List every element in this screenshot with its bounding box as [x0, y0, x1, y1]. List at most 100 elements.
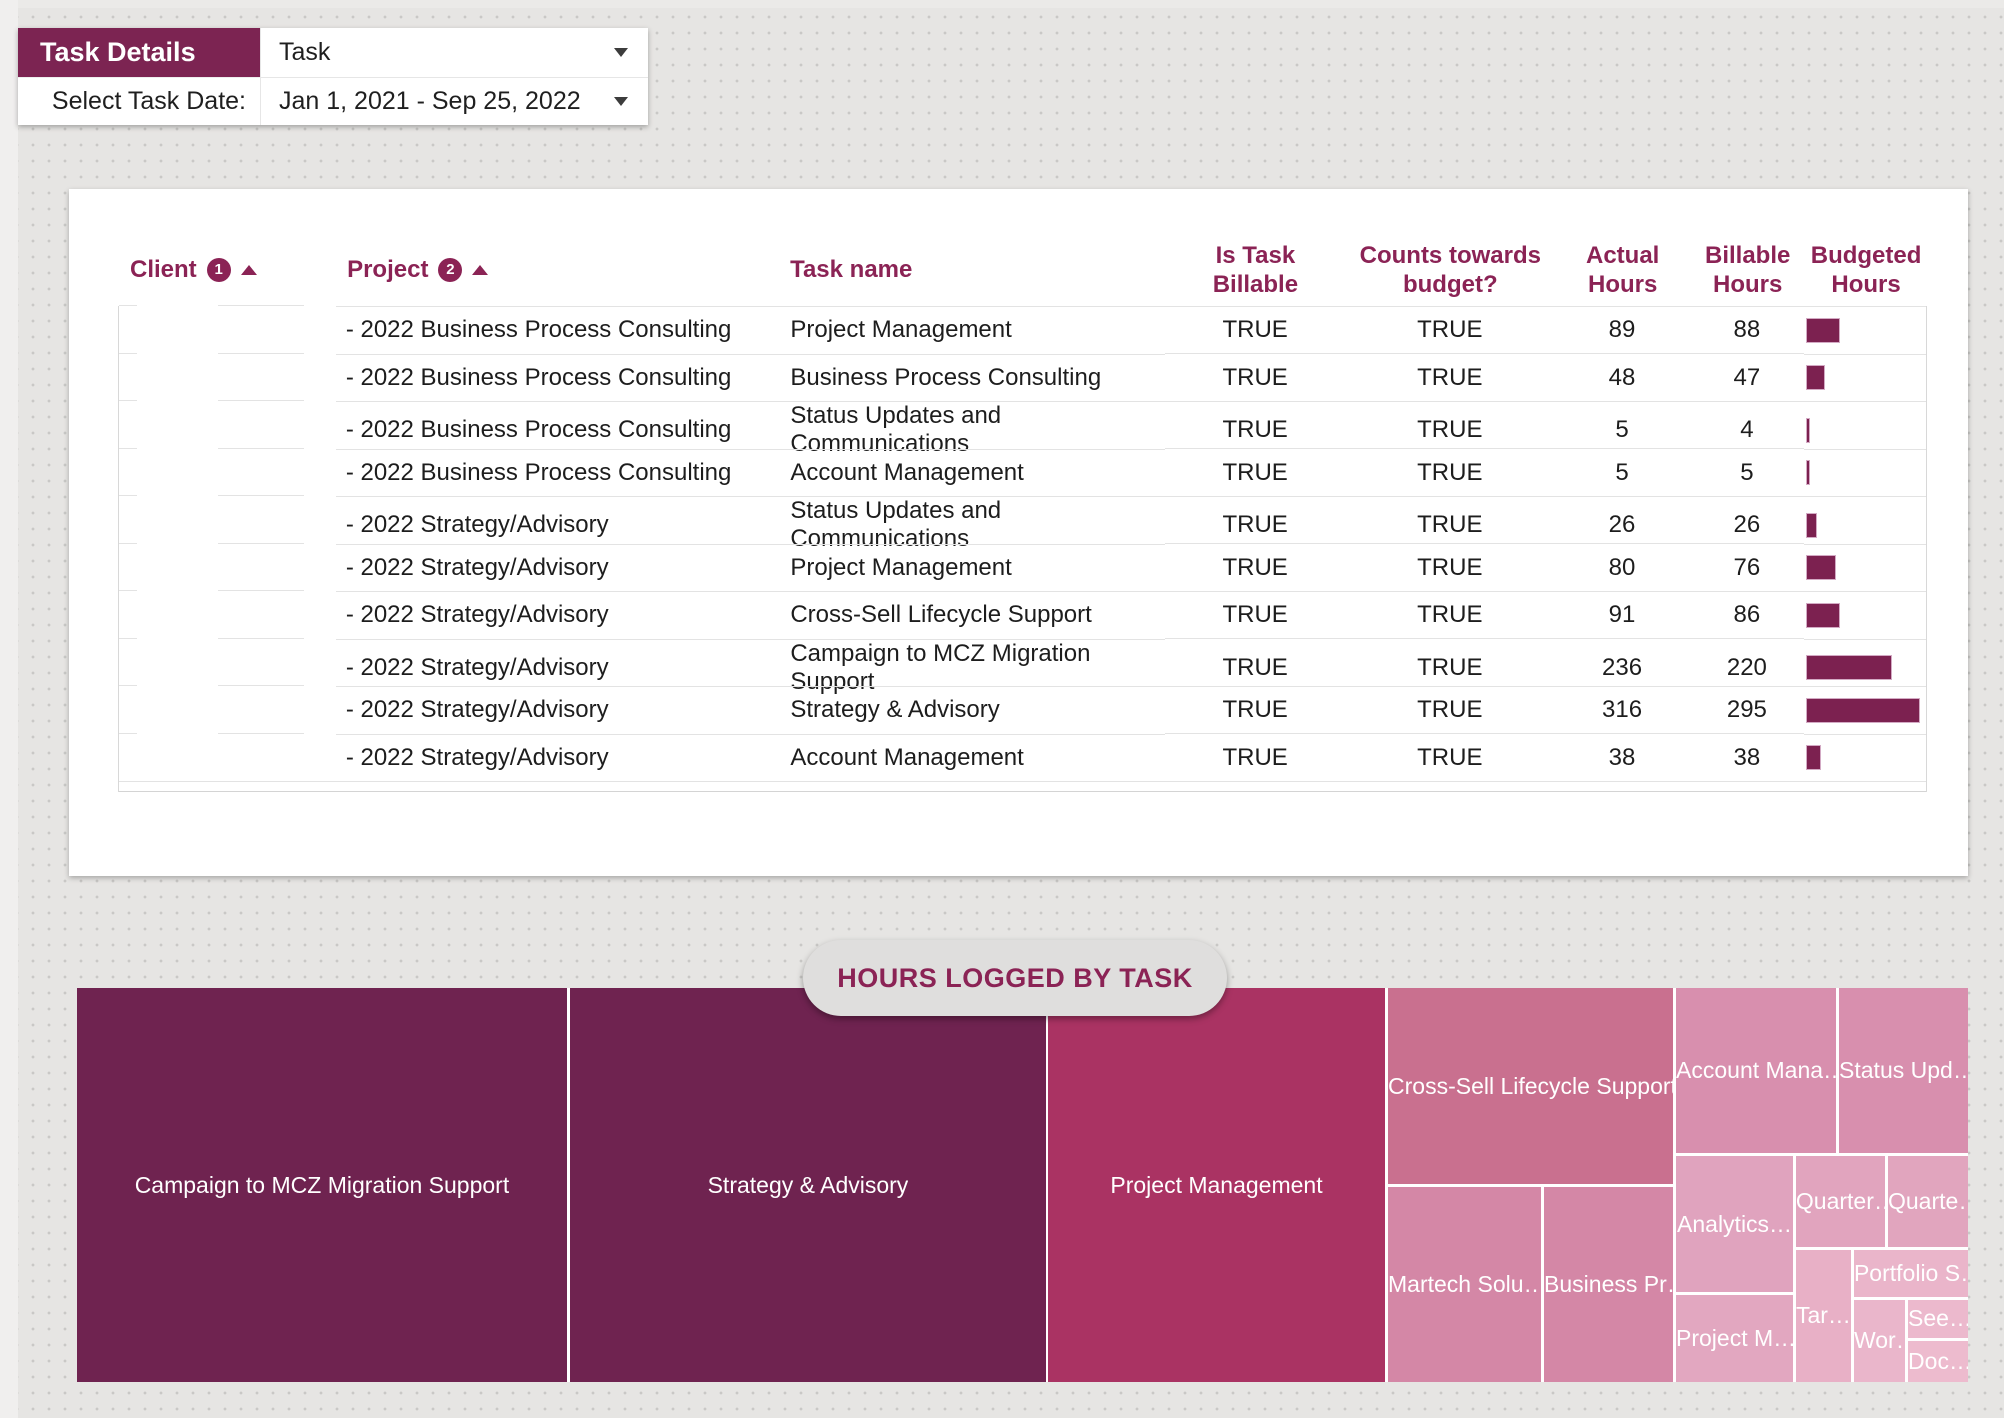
redacted-client-line — [119, 590, 137, 591]
column-header-counts-towards-budget[interactable]: Counts towards budget? — [1359, 241, 1541, 298]
treemap-cell-project-m[interactable]: Project M… — [1676, 1295, 1794, 1382]
cell-budgeted-hours — [1804, 543, 1926, 592]
cell-budgeted-hours — [1804, 353, 1926, 402]
treemap-cell-cross-sell-lifecycle-support[interactable]: Cross-Sell Lifecycle Support — [1388, 988, 1673, 1184]
page-margin-left — [0, 0, 18, 1418]
filter-control-card: Task Details Task Select Task Date: Jan … — [18, 28, 648, 125]
triangle-up-icon[interactable] — [240, 264, 257, 275]
treemap-cell-see[interactable]: See… — [1908, 1300, 1968, 1338]
cell-project: - 2022 Strategy/Advisory — [335, 543, 781, 592]
table-row[interactable]: - 2022 Business Process Consulting Busine… — [119, 352, 1926, 402]
column-header-project[interactable]: Project 2 — [335, 255, 780, 284]
treemap-cell-quarte[interactable]: Quarte… — [1888, 1156, 1968, 1247]
treemap-cell-label: Doc… — [1908, 1347, 1968, 1374]
treemap-cell-campaign-to-mcz-migration-support[interactable]: Campaign to MCZ Migration Support — [77, 988, 567, 1382]
cell-budgeted-hours — [1804, 401, 1926, 458]
table-row[interactable]: - 2022 Strategy/Advisory Project Manageme… — [119, 542, 1926, 592]
table-row[interactable]: - 2022 Strategy/Advisory Cross-Sell Lifec… — [119, 590, 1926, 640]
treemap-cell-wor[interactable]: Wor… — [1853, 1300, 1906, 1382]
cell-client — [119, 637, 336, 696]
redacted-client-line — [119, 685, 137, 686]
cell-is-task-billable: TRUE — [1165, 400, 1346, 459]
column-header-client[interactable]: Client 1 — [118, 255, 335, 284]
cell-budgeted-hours — [1804, 591, 1926, 639]
redacted-client-line — [119, 352, 137, 354]
cell-counts-towards-budget: TRUE — [1345, 638, 1555, 696]
cell-project: - 2022 Business Process Consulting — [335, 306, 781, 354]
task-details-table: Client 1 Project 2 Task name Is Task Bil… — [118, 234, 1927, 792]
table-header-row: Client 1 Project 2 Task name Is Task Bil… — [118, 234, 1927, 306]
triangle-up-icon[interactable] — [472, 264, 489, 275]
cell-is-task-billable: TRUE — [1165, 495, 1346, 554]
treemap-cell-label: Quarte… — [1888, 1188, 1968, 1214]
cell-actual-hours: 5 — [1554, 448, 1690, 497]
task-field-value: Task — [279, 38, 331, 66]
task-details-table-card: Client 1 Project 2 Task name Is Task Bil… — [69, 189, 1968, 876]
table-row[interactable]: - 2022 Strategy/Advisory Account Manageme… — [119, 732, 1926, 782]
sort-order-badge-1[interactable]: 1 — [206, 257, 231, 282]
cell-client — [119, 352, 336, 402]
redacted-client-line — [218, 542, 304, 544]
table-row[interactable]: - 2022 Business Process Consulting Status… — [119, 400, 1926, 457]
redacted-client-line — [218, 732, 304, 734]
treemap-cell-label: Quarter… — [1795, 1188, 1885, 1214]
cell-client — [119, 685, 336, 734]
cell-counts-towards-budget: TRUE — [1345, 685, 1555, 735]
cell-billable-hours: 295 — [1689, 685, 1805, 735]
cell-actual-hours: 236 — [1554, 638, 1690, 696]
caret-down-icon[interactable] — [614, 48, 628, 57]
budgeted-hours-bar — [1807, 513, 1817, 537]
table-row[interactable]: - 2022 Strategy/Advisory Campaign to MCZ … — [119, 637, 1926, 695]
cell-budgeted-hours — [1804, 448, 1926, 497]
caret-down-icon[interactable] — [614, 97, 628, 106]
cell-project: - 2022 Strategy/Advisory — [335, 496, 781, 553]
treemap-cell-business-pr[interactable]: Business Pr… — [1544, 1187, 1673, 1382]
column-header-actual-hours[interactable]: Actual Hours — [1586, 241, 1660, 298]
cell-budgeted-hours — [1804, 733, 1926, 782]
table-row[interactable]: - 2022 Strategy/Advisory Status Updates a… — [119, 495, 1926, 552]
treemap-cell-doc[interactable]: Doc… — [1908, 1340, 1968, 1382]
sort-order-badge-2[interactable]: 2 — [438, 257, 463, 282]
treemap-cell-portfolio-s[interactable]: Portfolio S… — [1853, 1250, 1968, 1297]
task-field-dropdown[interactable]: Task — [260, 28, 648, 77]
treemap-cell-martech-solu[interactable]: Martech Solu… — [1388, 1187, 1541, 1382]
redacted-client-line — [119, 400, 137, 401]
table-row[interactable]: - 2022 Strategy/Advisory Strategy & Advis… — [119, 685, 1926, 735]
budgeted-hours-bar — [1807, 656, 1892, 679]
page-margin-top — [18, 0, 2004, 8]
treemap-cell-account-mana[interactable]: Account Mana… — [1676, 988, 1836, 1153]
cell-is-task-billable: TRUE — [1165, 543, 1346, 592]
column-header-is-task-billable[interactable]: Is Task Billable — [1212, 241, 1299, 298]
redacted-client-line — [119, 637, 137, 639]
treemap-cell-analytics[interactable]: Analytics… — [1676, 1156, 1794, 1292]
table-row[interactable]: - 2022 Business Process Consulting Projec… — [119, 305, 1926, 355]
cell-counts-towards-budget: TRUE — [1345, 448, 1555, 497]
column-header-task-name[interactable]: Task name — [790, 256, 913, 284]
treemap-cell-label: Project Management — [1110, 1171, 1323, 1198]
cell-billable-hours: 5 — [1689, 448, 1805, 497]
cell-budgeted-hours — [1804, 638, 1926, 696]
table-footer-strip — [119, 781, 1926, 792]
budgeted-hours-bar — [1807, 418, 1810, 442]
treemap-cell-label: Wor… — [1853, 1327, 1905, 1354]
column-header-billable-hours[interactable]: Billable Hours — [1705, 241, 1791, 298]
redacted-client-line — [119, 305, 137, 306]
treemap-cell-tar[interactable]: Tar… — [1795, 1250, 1851, 1382]
cell-budgeted-hours — [1804, 496, 1926, 553]
budgeted-hours-bar — [1807, 366, 1825, 390]
treemap-cell-quarter[interactable]: Quarter… — [1795, 1156, 1885, 1247]
table-row[interactable]: - 2022 Business Process Consulting Accoun… — [119, 447, 1926, 497]
cell-client — [119, 495, 336, 553]
treemap-cell-status-upd[interactable]: Status Upd… — [1839, 988, 1968, 1153]
treemap-cell-strategy-advisory[interactable]: Strategy & Advisory — [569, 988, 1046, 1382]
cell-actual-hours: 89 — [1554, 305, 1690, 355]
cell-counts-towards-budget: TRUE — [1345, 305, 1555, 355]
task-date-range-dropdown[interactable]: Jan 1, 2021 - Sep 25, 2022 — [260, 77, 648, 125]
treemap-cell-project-management[interactable]: Project Management — [1048, 988, 1385, 1382]
cell-budgeted-hours — [1804, 306, 1926, 354]
cell-is-task-billable: TRUE — [1165, 590, 1346, 640]
budgeted-hours-bar — [1807, 318, 1840, 342]
column-header-budgeted-hours[interactable]: Budgeted Hours — [1810, 241, 1922, 298]
cell-is-task-billable: TRUE — [1165, 733, 1346, 782]
